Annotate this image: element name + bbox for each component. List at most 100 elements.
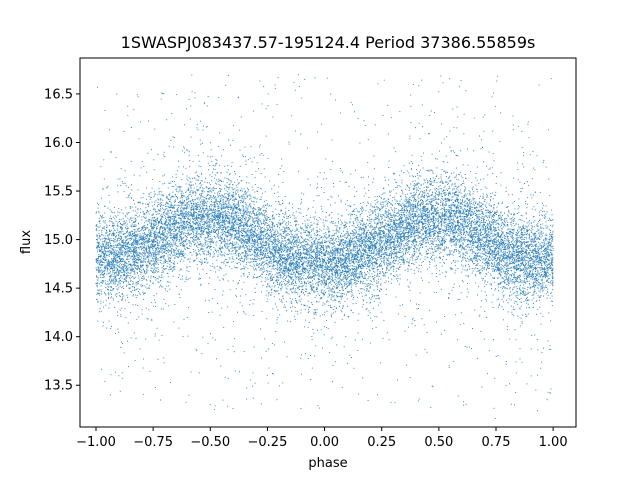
data-point [360,242,362,244]
data-point [206,195,208,197]
data-point [313,313,315,315]
data-point [248,254,250,256]
data-point [450,229,452,231]
data-point [343,265,345,267]
data-point [266,227,268,229]
data-point [498,253,500,255]
data-point [354,249,356,251]
data-point [189,184,191,186]
data-point [541,246,543,248]
data-point [207,221,209,223]
data-point [548,178,550,180]
data-point [438,245,440,247]
data-point [107,251,109,253]
data-point [444,193,446,195]
data-point [309,216,311,218]
data-point [154,258,156,259]
data-point [470,234,472,236]
data-point [283,304,285,306]
data-point [513,281,515,283]
data-point [435,214,437,216]
data-point [322,314,324,316]
data-point [508,232,509,234]
data-point [289,256,290,258]
data-point [236,257,238,259]
data-point [109,217,111,219]
data-point [272,373,274,375]
data-point [465,265,466,267]
data-point [205,198,207,200]
data-point [362,266,364,268]
data-point [520,243,522,245]
data-point [459,235,461,237]
data-point [325,251,327,253]
data-point [148,213,150,215]
data-point [494,256,496,258]
data-point [295,220,296,222]
data-point [457,260,459,262]
data-point [336,270,338,271]
data-point [461,245,462,247]
data-point [459,246,460,248]
data-point [274,291,276,292]
data-point [352,238,353,240]
data-point [543,269,545,271]
data-point [176,253,178,255]
data-point [325,233,327,235]
data-point [486,228,488,230]
data-point [344,225,346,226]
data-point [220,268,222,270]
data-point [392,229,394,231]
data-point [229,233,231,235]
data-point [154,232,155,234]
data-point [252,212,254,214]
data-point [298,239,300,241]
data-point [141,270,143,272]
data-point [438,227,440,229]
data-point [370,262,372,264]
data-point [273,268,275,270]
data-point [538,232,540,234]
data-point [358,234,360,236]
data-point [484,224,485,226]
data-point [286,261,288,263]
data-point [239,279,240,281]
data-point [222,214,224,216]
data-point [293,279,295,281]
data-point [479,314,481,316]
data-point [430,183,432,185]
data-point [224,252,226,254]
data-point [356,242,358,244]
data-point [443,261,445,263]
data-point [154,224,156,226]
data-point [224,227,226,229]
data-point [532,276,533,278]
data-point [203,210,205,212]
data-point [300,226,302,228]
data-point [381,256,382,257]
data-point [475,258,477,260]
data-point [546,245,548,247]
data-point [310,242,312,244]
data-point [110,251,112,253]
data-point [416,226,418,228]
data-point [271,243,273,245]
data-point [290,241,292,243]
data-point [119,295,120,297]
data-point [410,121,412,123]
data-point [134,360,136,362]
data-point [132,281,134,282]
data-point [366,283,368,285]
data-point [548,245,550,247]
data-point [397,238,399,240]
data-point [328,235,330,237]
data-point [208,216,210,218]
data-point [376,254,377,256]
data-point [460,192,462,194]
data-point [167,262,169,264]
data-point [408,254,410,256]
data-point [107,259,109,261]
data-point [208,245,210,247]
data-point [333,306,335,308]
data-point [357,259,359,261]
